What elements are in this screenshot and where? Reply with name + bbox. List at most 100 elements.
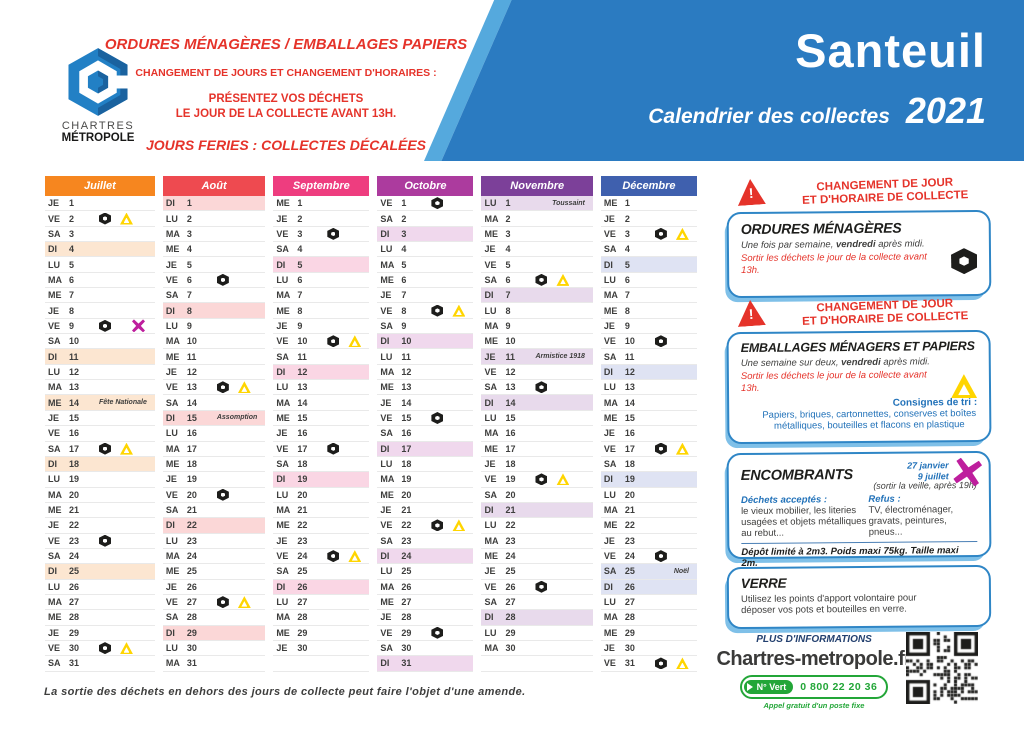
day-number: 21 [69, 505, 80, 516]
month-column-septembre: Septembre ME 1 JE 2 VE 3 SA 4 DI 5 LU 6 MA 7 ME 8 JE 9 VE 10… [273, 176, 370, 672]
calendar-day: SA 17 [45, 442, 155, 457]
day-abbrev: ME [48, 505, 62, 516]
calendar-day: JE 26 [162, 580, 266, 595]
calendar-day: LU 23 [162, 534, 266, 549]
day-number: 16 [69, 428, 80, 439]
day-abbrev: ME [276, 305, 290, 316]
ordures-menageres-icon [216, 596, 229, 609]
calendar-day: DI 4 [45, 242, 155, 258]
day-abbrev: DI [484, 612, 494, 623]
day-abbrev: DI [48, 351, 57, 362]
day-number: 7 [297, 290, 303, 301]
day-number: 4 [401, 244, 407, 255]
calendar-day: ME 1 [600, 196, 697, 212]
day-number: 1 [624, 198, 630, 209]
day-number: 9 [505, 320, 511, 331]
day-number: 21 [624, 505, 635, 516]
calendar-day: MA 3 [162, 227, 266, 243]
calendar-day: JE 9 [273, 319, 370, 335]
day-abbrev: JE [165, 259, 177, 270]
day-number: 20 [186, 489, 197, 500]
day-abbrev: JE [603, 320, 615, 331]
day-abbrev: VE [276, 228, 289, 239]
emballages-icon [348, 550, 362, 563]
calendar-day: DI 14 [481, 395, 593, 411]
day-number: 1 [186, 198, 192, 209]
day-number: 16 [624, 428, 635, 439]
day-abbrev: MA [603, 505, 618, 516]
day-number: 23 [401, 535, 412, 546]
day-number: 9 [186, 320, 192, 331]
day-abbrev: VE [484, 581, 497, 592]
day-abbrev: VE [276, 336, 289, 347]
ordures-menageres-icon [535, 381, 548, 394]
calendar-day: MA 21 [600, 503, 697, 519]
day-abbrev: JE [603, 428, 615, 439]
website-link[interactable]: Chartres-metropole.fr [716, 648, 912, 670]
day-number: 25 [624, 566, 635, 577]
warning-emballages: ! CHANGEMENT DE JOUR ET D'HORAIRE DE COL… [737, 298, 995, 328]
day-abbrev: DI [165, 627, 175, 638]
day-abbrev: ME [380, 274, 394, 285]
day-number: 18 [401, 459, 412, 470]
day-number: 4 [505, 244, 511, 255]
day-abbrev: ME [276, 520, 290, 531]
day-abbrev: ME [48, 290, 62, 301]
day-number: 11 [69, 351, 79, 362]
calendar-day: VE 5 [481, 257, 593, 273]
day-abbrev: MA [484, 320, 499, 331]
play-icon [746, 683, 753, 691]
banner-background [441, 0, 1024, 161]
day-number: 19 [505, 474, 516, 485]
calendar-day: LU 27 [600, 595, 697, 611]
day-abbrev: SA [165, 612, 179, 623]
day-number: 18 [69, 459, 80, 470]
calendar-day: MA 28 [600, 610, 697, 626]
day-abbrev: DI [380, 551, 390, 562]
calendar-day: MA 6 [45, 273, 155, 289]
day-number: 28 [186, 612, 197, 623]
day-number: 3 [624, 228, 630, 239]
day-number: 26 [69, 581, 80, 592]
notice-avant-13h: LE JOUR DE LA COLLECTE AVANT 13H. [175, 108, 397, 120]
notice-change: CHANGEMENT DE JOURS ET CHANGEMENT D'HORA… [135, 67, 437, 79]
day-number: 24 [624, 551, 635, 562]
day-number: 31 [186, 658, 197, 669]
month-column-octobre: Octobre VE 1 SA 2 DI 3 LU 4 MA 5 ME 6 JE 7 VE 8 SA 9 DI 10 LU… [377, 176, 474, 672]
day-abbrev: SA [48, 336, 61, 347]
calendar-day: VE 19 [481, 472, 593, 488]
day-abbrev: VE [48, 643, 61, 654]
day-number: 16 [297, 428, 308, 439]
calendar-day: DI 10 [377, 334, 474, 350]
day-abbrev: LU [603, 382, 616, 393]
day-abbrev: JE [276, 643, 288, 654]
calendar-day: LU 22 [481, 518, 593, 534]
calendar-day: ME 8 [600, 303, 697, 319]
emballages-icon [556, 473, 570, 486]
day-abbrev: DI [276, 581, 286, 592]
chartres-metropole-logo: CHARTRES MÉTROPOLE [44, 46, 152, 145]
consignes-text: Papiers, briques, cartonnettes, conserve… [762, 407, 977, 432]
day-abbrev: JE [603, 643, 615, 654]
ordures-menageres-icon [327, 335, 340, 348]
ordures-menageres-icon [654, 227, 667, 240]
day-abbrev: MA [484, 535, 499, 546]
calendar-day: JE 2 [600, 211, 697, 227]
day-number: 15 [624, 412, 635, 423]
ordures-menageres-icon [216, 381, 229, 394]
calendar-day: ME 17 [481, 442, 593, 457]
day-number: 26 [505, 581, 516, 592]
holiday-note: Noël [673, 567, 689, 575]
calendar-day: MA 13 [45, 380, 155, 396]
day-number: 5 [401, 259, 407, 270]
day-number: 13 [297, 382, 308, 393]
calendar-day: JE 22 [45, 518, 155, 534]
holiday-note: Armistice 1918 [535, 353, 585, 361]
calendar-day: DI 5 [273, 257, 370, 273]
ordures-menageres-icon [99, 642, 111, 655]
day-abbrev: LU [48, 474, 60, 485]
calendar-day: DI 21 [481, 502, 593, 519]
calendar-day: ME 8 [273, 303, 370, 319]
day-number: 2 [624, 213, 630, 224]
day-abbrev: VE [165, 597, 178, 608]
